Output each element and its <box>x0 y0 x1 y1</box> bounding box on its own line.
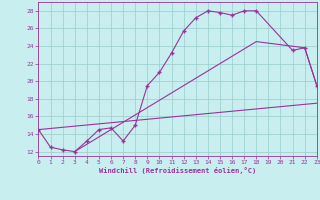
X-axis label: Windchill (Refroidissement éolien,°C): Windchill (Refroidissement éolien,°C) <box>99 167 256 174</box>
